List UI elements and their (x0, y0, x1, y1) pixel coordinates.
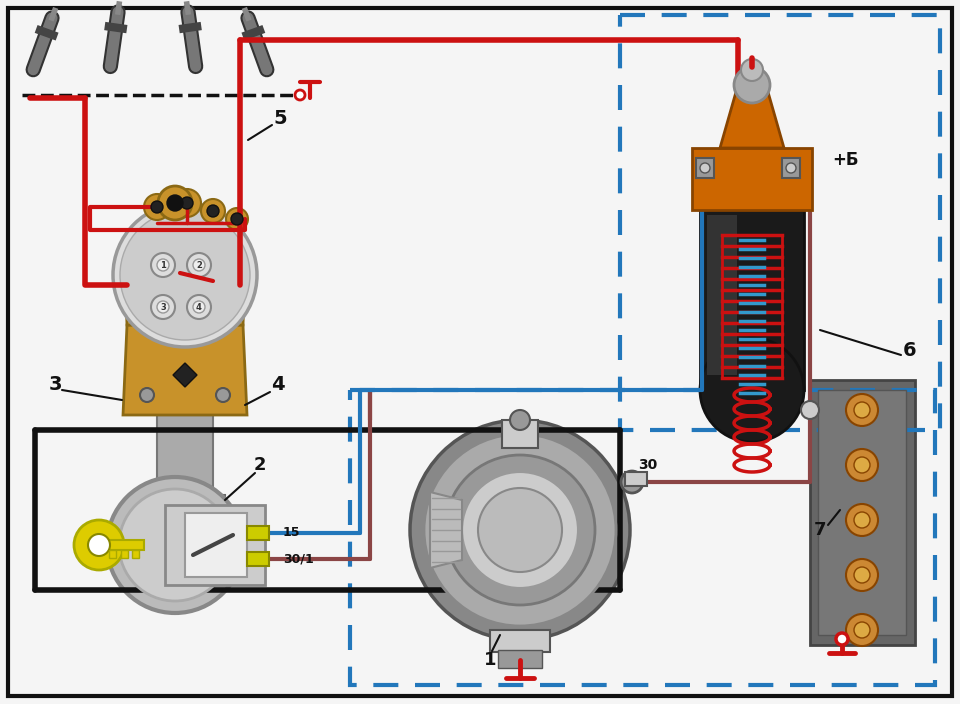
Circle shape (167, 195, 183, 211)
Circle shape (120, 210, 250, 340)
Text: 3: 3 (48, 375, 61, 394)
Bar (692, 148, 812, 210)
Circle shape (201, 199, 225, 223)
Circle shape (854, 402, 870, 418)
Circle shape (786, 163, 796, 173)
Circle shape (144, 194, 170, 220)
Bar (157, 415, 213, 505)
Bar (247, 552, 269, 566)
Circle shape (424, 434, 616, 626)
Bar (145, 495, 225, 513)
Bar (620, 15, 940, 430)
Circle shape (151, 295, 175, 319)
Circle shape (854, 567, 870, 583)
Circle shape (181, 197, 193, 209)
Circle shape (88, 534, 110, 556)
Polygon shape (125, 275, 245, 325)
Circle shape (231, 213, 243, 225)
Text: 5: 5 (274, 108, 287, 127)
Circle shape (151, 253, 175, 277)
Bar (167, 545, 203, 595)
Circle shape (846, 504, 878, 536)
Bar (121, 550, 128, 558)
Circle shape (410, 420, 630, 640)
Bar (707, 215, 737, 375)
Text: 7: 7 (814, 521, 827, 539)
Bar (696, 158, 714, 178)
Bar (350, 390, 935, 685)
Circle shape (462, 472, 578, 588)
Text: 15: 15 (283, 527, 300, 539)
Circle shape (226, 208, 248, 230)
Circle shape (74, 520, 124, 570)
Text: 30/1: 30/1 (283, 553, 314, 565)
Circle shape (157, 259, 169, 271)
Circle shape (846, 394, 878, 426)
Circle shape (173, 189, 201, 217)
Circle shape (846, 449, 878, 481)
Bar (782, 158, 800, 178)
Text: 4: 4 (271, 375, 285, 394)
Circle shape (107, 477, 243, 613)
Bar (165, 505, 265, 585)
Circle shape (621, 471, 643, 493)
Bar (490, 630, 550, 652)
Polygon shape (173, 363, 197, 387)
Text: +Б: +Б (832, 151, 858, 169)
Text: 4: 4 (196, 303, 202, 311)
Circle shape (478, 488, 562, 572)
Circle shape (854, 512, 870, 528)
Text: 1: 1 (484, 651, 496, 669)
Circle shape (187, 295, 211, 319)
Circle shape (734, 67, 770, 103)
Text: 30: 30 (638, 458, 658, 472)
Circle shape (193, 259, 205, 271)
Polygon shape (123, 325, 247, 415)
Circle shape (700, 338, 804, 442)
Text: 3: 3 (160, 303, 166, 311)
Circle shape (216, 388, 230, 402)
Polygon shape (720, 92, 784, 148)
Circle shape (295, 90, 305, 100)
Bar (498, 650, 542, 668)
Circle shape (158, 186, 192, 220)
Bar (99, 540, 144, 550)
Bar (185, 513, 247, 577)
Bar (625, 472, 647, 486)
Bar (818, 390, 906, 635)
Text: 1: 1 (160, 260, 166, 270)
Circle shape (157, 301, 169, 313)
Circle shape (445, 455, 595, 605)
Text: 2: 2 (196, 260, 202, 270)
Circle shape (113, 203, 257, 347)
Bar (109, 550, 116, 558)
Circle shape (846, 614, 878, 646)
Circle shape (846, 559, 878, 591)
Bar (132, 550, 139, 558)
Text: 6: 6 (903, 341, 917, 360)
Circle shape (854, 622, 870, 638)
Circle shape (700, 163, 710, 173)
Circle shape (741, 59, 763, 81)
Bar (502, 420, 538, 448)
Bar (810, 380, 915, 645)
Circle shape (510, 410, 530, 430)
Circle shape (207, 205, 219, 217)
Circle shape (119, 489, 231, 601)
Text: 2: 2 (253, 456, 266, 474)
Circle shape (854, 457, 870, 473)
Circle shape (151, 201, 163, 213)
Circle shape (193, 301, 205, 313)
Circle shape (140, 388, 154, 402)
Polygon shape (430, 492, 462, 568)
Circle shape (801, 401, 819, 419)
Bar (247, 526, 269, 540)
Bar (700, 210, 804, 390)
Circle shape (836, 633, 848, 645)
Bar (163, 513, 207, 548)
Circle shape (187, 253, 211, 277)
